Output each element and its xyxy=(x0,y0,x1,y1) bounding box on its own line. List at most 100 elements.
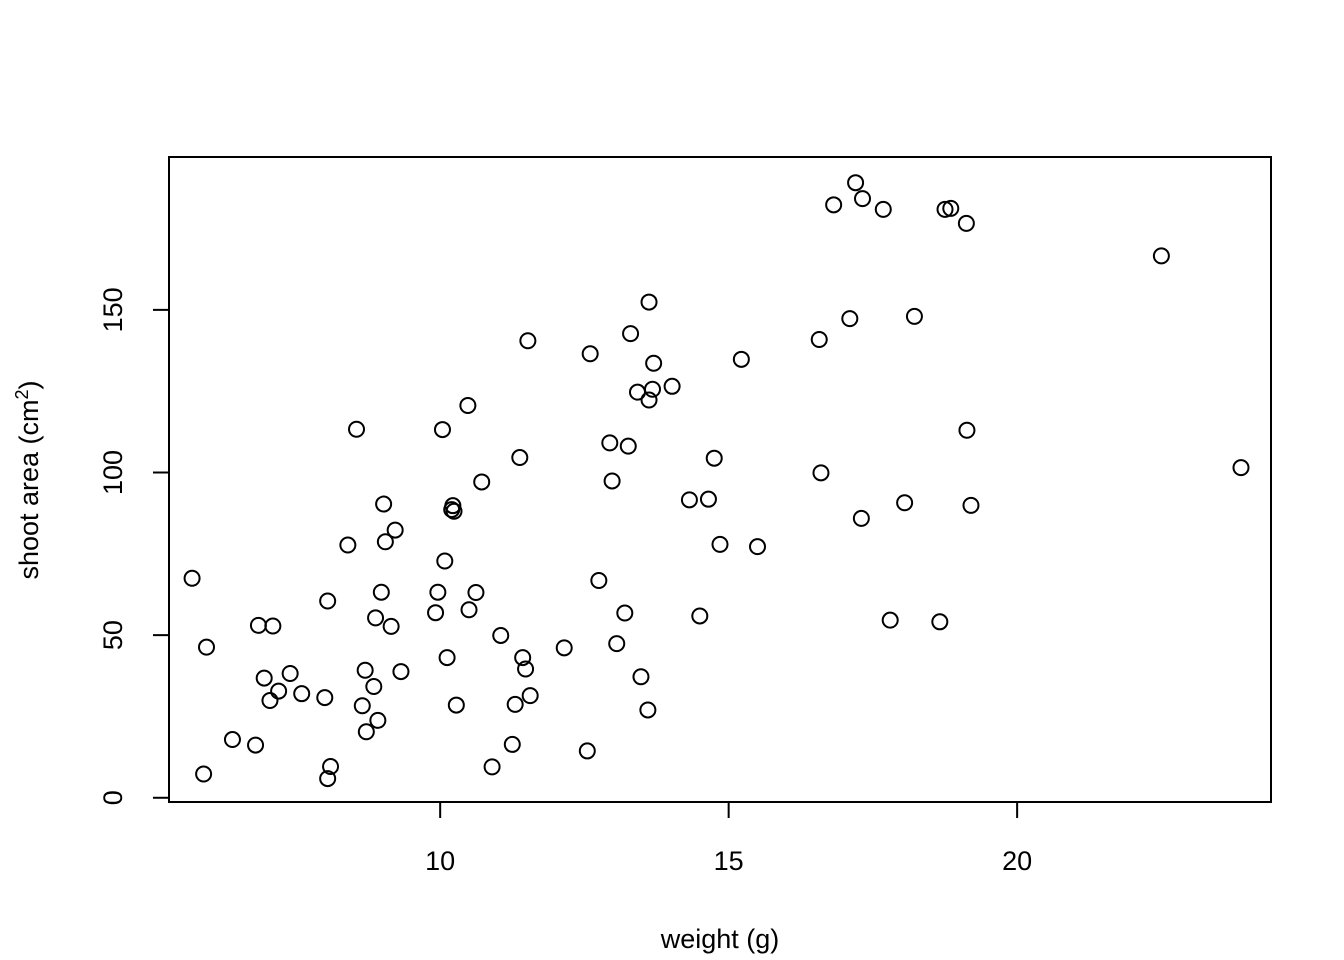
data-point xyxy=(249,616,267,634)
x-tick-label: 10 xyxy=(425,846,455,876)
data-point xyxy=(357,723,375,741)
data-point xyxy=(247,736,265,754)
data-point xyxy=(503,735,521,753)
data-point xyxy=(639,701,657,719)
data-point xyxy=(427,604,445,622)
data-point xyxy=(319,770,337,788)
data-point xyxy=(376,533,394,551)
data-point xyxy=(699,490,717,508)
data-point xyxy=(957,214,975,232)
data-point xyxy=(962,496,980,514)
data-point xyxy=(632,668,650,686)
data-point xyxy=(616,604,634,622)
data-point xyxy=(270,682,288,700)
data-point xyxy=(619,437,637,455)
data-point xyxy=(691,607,709,625)
x-tick-label: 20 xyxy=(1002,846,1032,876)
data-point xyxy=(958,421,976,439)
data-point xyxy=(854,190,872,208)
data-point xyxy=(517,660,535,678)
data-point xyxy=(578,742,596,760)
y-tick-label: 150 xyxy=(98,287,128,332)
data-point xyxy=(555,639,573,657)
data-point xyxy=(847,174,865,192)
data-point xyxy=(1152,247,1170,265)
data-point xyxy=(749,538,767,556)
data-point xyxy=(447,696,465,714)
data-point xyxy=(905,307,923,325)
data-point xyxy=(622,325,640,343)
data-point xyxy=(473,473,491,491)
data-point xyxy=(255,669,273,687)
axis-lines xyxy=(168,309,1018,803)
data-points xyxy=(183,174,1250,788)
data-point xyxy=(640,391,658,409)
data-point xyxy=(874,200,892,218)
data-point xyxy=(356,661,374,679)
data-point xyxy=(896,494,914,512)
y-axis-label-main: shoot area (cm xyxy=(14,399,44,579)
data-point xyxy=(810,330,828,348)
y-axis-label: shoot area (cm2) xyxy=(12,380,44,579)
data-point xyxy=(663,377,681,395)
data-point xyxy=(1232,459,1250,477)
data-point xyxy=(711,535,729,553)
data-point xyxy=(881,611,899,629)
x-axis: 10 15 20 xyxy=(425,802,1032,876)
data-point xyxy=(492,626,510,644)
data-point xyxy=(640,293,658,311)
data-point xyxy=(382,617,400,635)
x-tick-label: 15 xyxy=(714,846,744,876)
data-point xyxy=(365,678,383,696)
data-point xyxy=(339,536,357,554)
data-point xyxy=(459,397,477,415)
y-tick-label: 0 xyxy=(98,790,128,805)
data-point xyxy=(519,332,537,350)
data-point xyxy=(433,421,451,439)
data-point xyxy=(316,689,334,707)
data-point xyxy=(680,491,698,509)
data-point xyxy=(223,731,241,749)
data-point xyxy=(732,350,750,368)
data-point xyxy=(511,449,529,467)
data-point xyxy=(436,552,454,570)
data-point xyxy=(293,685,311,703)
x-axis-label: weight (g) xyxy=(660,924,780,954)
data-point xyxy=(601,434,619,452)
data-point xyxy=(195,765,213,783)
data-point xyxy=(198,638,216,656)
data-point xyxy=(514,649,532,667)
data-point xyxy=(375,495,393,513)
data-point xyxy=(367,609,385,627)
data-point xyxy=(506,695,524,713)
data-point xyxy=(645,354,663,372)
y-axis-label-superscript: 2 xyxy=(12,389,32,399)
data-point xyxy=(825,196,843,214)
data-point xyxy=(841,310,859,328)
data-point xyxy=(183,569,201,587)
plot-frame xyxy=(168,156,1272,803)
data-point xyxy=(467,584,485,602)
data-point xyxy=(372,583,390,601)
data-point xyxy=(281,665,299,683)
data-point xyxy=(812,464,830,482)
y-tick-label: 100 xyxy=(98,450,128,495)
data-point xyxy=(590,571,608,589)
data-point xyxy=(319,592,337,610)
data-point xyxy=(942,199,960,217)
data-point xyxy=(386,521,404,539)
data-point xyxy=(429,583,447,601)
data-point xyxy=(931,613,949,631)
data-point xyxy=(643,380,661,398)
data-point xyxy=(438,649,456,667)
data-point xyxy=(392,663,410,681)
data-point xyxy=(521,687,539,705)
data-point xyxy=(445,502,463,520)
data-point xyxy=(353,697,371,715)
data-point xyxy=(852,509,870,527)
y-tick-label: 50 xyxy=(98,620,128,650)
data-point xyxy=(460,601,478,619)
data-point xyxy=(603,472,621,490)
data-point xyxy=(608,635,626,653)
